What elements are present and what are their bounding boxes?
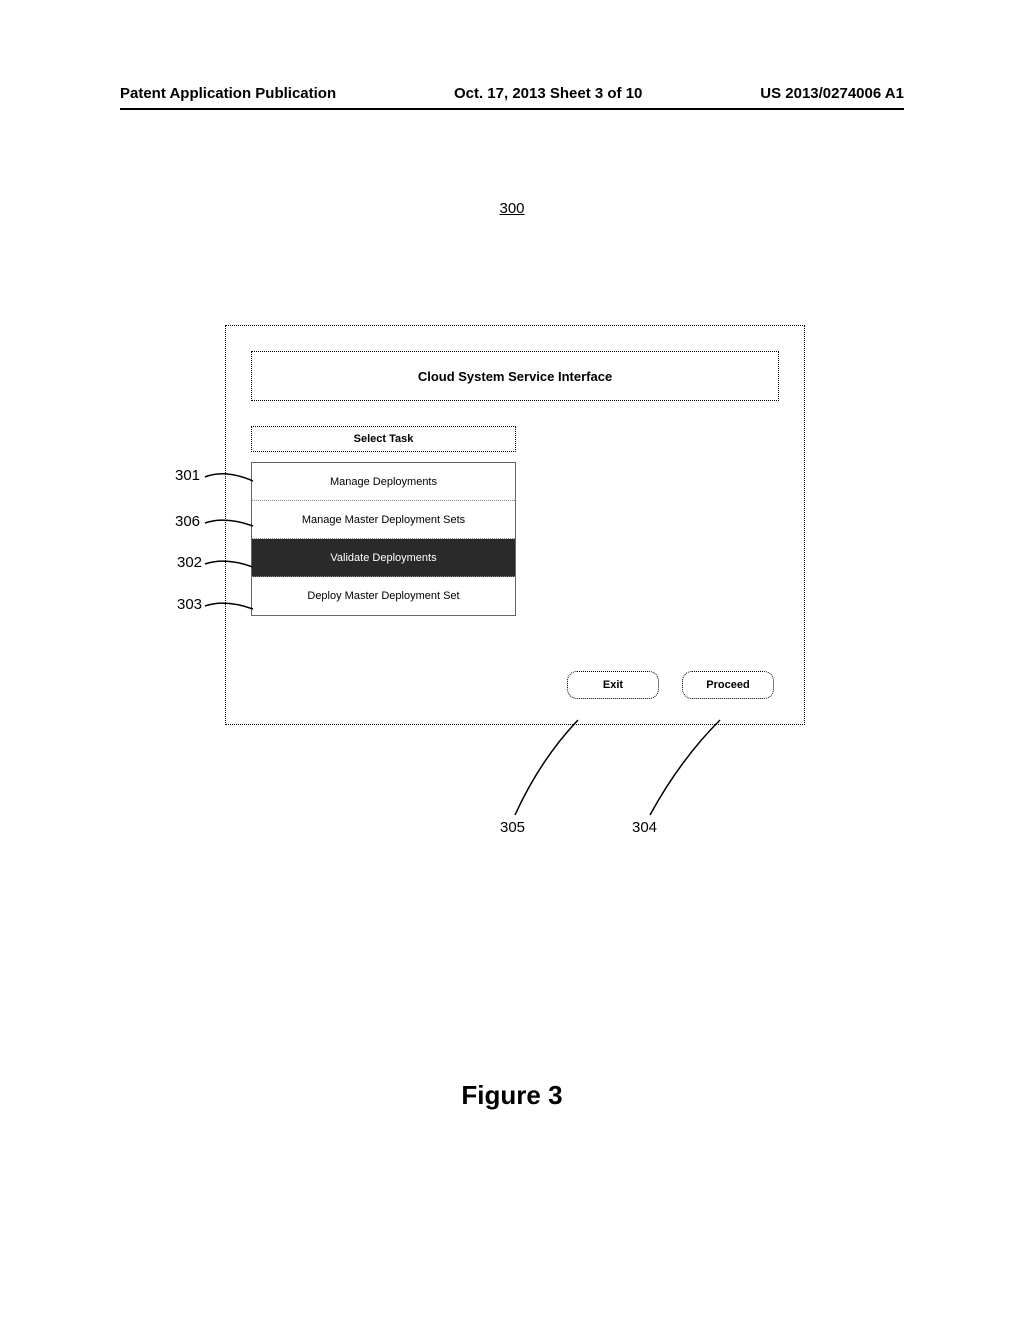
proceed-button[interactable]: Proceed (682, 671, 774, 699)
page-header: Patent Application Publication Oct. 17, … (120, 85, 904, 102)
task-label: Validate Deployments (330, 552, 436, 564)
task-item-validate-deployments[interactable]: Validate Deployments (252, 539, 515, 577)
header-right: US 2013/0274006 A1 (760, 85, 904, 102)
task-label: Manage Master Deployment Sets (302, 514, 465, 526)
select-task-header: Select Task (251, 426, 516, 452)
callout-302: 302 (177, 554, 202, 571)
leader-curve (500, 720, 620, 820)
ui-window: Cloud System Service Interface Select Ta… (225, 325, 805, 725)
exit-button[interactable]: Exit (567, 671, 659, 699)
callout-303: 303 (177, 596, 202, 613)
callout-301: 301 (175, 467, 200, 484)
figure-caption: Figure 3 (461, 1080, 562, 1111)
window-title: Cloud System Service Interface (251, 351, 779, 401)
task-list: Manage Deployments Manage Master Deploym… (251, 462, 516, 616)
button-label: Exit (603, 679, 623, 691)
task-label: Deploy Master Deployment Set (307, 590, 459, 602)
leader-curve (640, 720, 760, 820)
button-label: Proceed (706, 679, 749, 691)
figure-reference-number: 300 (499, 200, 524, 217)
header-left: Patent Application Publication (120, 85, 336, 102)
callout-304: 304 (632, 819, 657, 836)
task-label: Manage Deployments (330, 476, 437, 488)
callout-306: 306 (175, 513, 200, 530)
callout-305: 305 (500, 819, 525, 836)
header-rule (120, 108, 904, 110)
task-item-manage-master-sets[interactable]: Manage Master Deployment Sets (252, 501, 515, 539)
header-center: Oct. 17, 2013 Sheet 3 of 10 (454, 85, 642, 102)
task-item-deploy-master-set[interactable]: Deploy Master Deployment Set (252, 577, 515, 615)
task-item-manage-deployments[interactable]: Manage Deployments (252, 463, 515, 501)
